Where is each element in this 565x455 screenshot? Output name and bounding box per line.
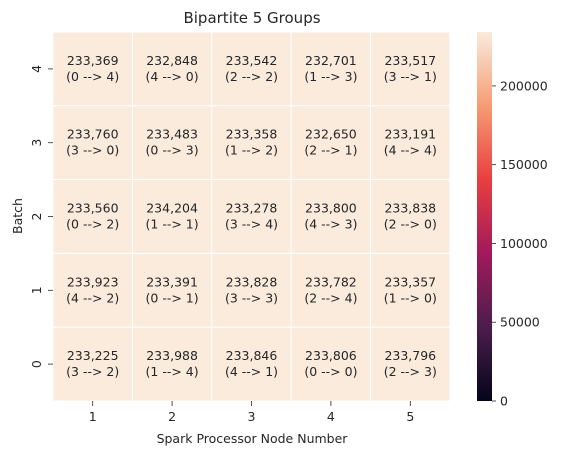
cell-value-label: 233,369 — [67, 53, 119, 68]
heatmap-cell — [211, 326, 292, 402]
colorbar-ticks: 0 50000 100000 150000 200000 — [492, 78, 548, 409]
y-tick-label: 0 — [29, 360, 44, 368]
cell-pair-label: (0 --> 3) — [146, 143, 199, 158]
y-tick-label: 4 — [29, 65, 44, 73]
cell-pair-label: (3 --> 3) — [225, 290, 278, 305]
y-axis-ticks: 4 3 2 1 0 — [29, 65, 53, 368]
colorbar-tick-label: 200000 — [500, 78, 548, 93]
x-axis-ticks: 1 2 3 4 5 — [89, 401, 414, 424]
cell-value-label: 233,782 — [305, 274, 357, 289]
cell-pair-label: (3 --> 1) — [384, 69, 437, 84]
heatmap-cell — [131, 252, 213, 328]
cell-value-label: 233,517 — [384, 53, 436, 68]
y-axis-label: Batch — [10, 198, 25, 234]
heatmap-cell — [370, 105, 451, 181]
cell-value-label: 233,828 — [226, 274, 278, 289]
cell-value-label: 233,846 — [226, 348, 278, 363]
heatmap-cell — [370, 326, 451, 402]
cell-pair-label: (4 --> 1) — [225, 364, 278, 379]
heatmap-cell — [290, 179, 372, 254]
cell-pair-label: (0 --> 1) — [146, 290, 199, 305]
cell-pair-label: (1 --> 3) — [304, 69, 357, 84]
cell-value-label: 233,278 — [226, 201, 278, 216]
cell-value-label: 233,760 — [67, 127, 119, 142]
x-tick-label: 2 — [168, 409, 176, 424]
heatmap-cell — [211, 105, 292, 181]
x-tick-label: 3 — [248, 409, 256, 424]
cell-value-label: 232,848 — [146, 53, 198, 68]
cell-value-label: 233,225 — [67, 348, 119, 363]
heatmap-cell — [131, 326, 213, 402]
colorbar-tick-label: 50000 — [500, 315, 540, 330]
cell-value-label: 233,542 — [226, 53, 278, 68]
y-tick-label: 3 — [29, 139, 44, 147]
colorbar-tick-label: 0 — [500, 394, 508, 409]
cell-value-label: 234,204 — [146, 201, 198, 216]
cell-value-label: 233,560 — [67, 201, 119, 216]
cell-value-label: 233,923 — [67, 274, 119, 289]
y-tick-label: 2 — [29, 213, 44, 221]
cell-pair-label: (1 --> 1) — [146, 217, 199, 232]
heatmap-cell — [370, 252, 451, 328]
heatmap-cell — [211, 31, 292, 107]
heatmap-cell — [370, 179, 451, 254]
cell-pair-label: (1 --> 4) — [146, 364, 199, 379]
cell-value-label: 233,391 — [146, 274, 198, 289]
colorbar-tick-label: 150000 — [500, 157, 548, 172]
chart-title: Bipartite 5 Groups — [183, 9, 320, 27]
cell-pair-label: (1 --> 0) — [384, 290, 437, 305]
heatmap-cell — [131, 31, 213, 107]
cell-value-label: 233,358 — [226, 127, 278, 142]
cell-value-label: 233,357 — [384, 274, 436, 289]
cell-pair-label: (4 --> 4) — [384, 143, 437, 158]
cell-value-label: 233,483 — [146, 127, 198, 142]
heatmap-cell — [211, 252, 292, 328]
cell-value-label: 233,191 — [384, 127, 436, 142]
heatmap-cell — [52, 105, 133, 181]
cell-value-label: 233,800 — [305, 201, 357, 216]
cell-pair-label: (3 --> 0) — [66, 143, 119, 158]
x-tick-label: 4 — [327, 409, 335, 424]
cell-value-label: 232,650 — [305, 127, 357, 142]
heatmap-cell — [211, 179, 292, 254]
cell-pair-label: (2 --> 0) — [384, 217, 437, 232]
heatmap-cell — [131, 179, 213, 254]
y-tick-label: 1 — [29, 286, 44, 294]
cell-pair-label: (2 --> 4) — [304, 290, 357, 305]
colorbar-tick-label: 100000 — [500, 236, 548, 251]
cell-pair-label: (3 --> 4) — [225, 217, 278, 232]
heatmap-cell — [290, 252, 372, 328]
cell-pair-label: (0 --> 4) — [66, 69, 119, 84]
cell-value-label: 233,988 — [146, 348, 198, 363]
x-tick-label: 5 — [406, 409, 414, 424]
cell-pair-label: (2 --> 1) — [304, 143, 357, 158]
cell-pair-label: (4 --> 0) — [146, 69, 199, 84]
heatmap-cell — [290, 31, 372, 107]
x-tick-label: 1 — [89, 409, 97, 424]
heatmap-cell — [52, 326, 133, 402]
cell-pair-label: (2 --> 3) — [384, 364, 437, 379]
cell-value-label: 233,796 — [384, 348, 436, 363]
cell-pair-label: (4 --> 2) — [66, 290, 119, 305]
heatmap-cell — [52, 31, 133, 107]
cell-value-label: 232,701 — [305, 53, 357, 68]
cell-value-label: 233,838 — [384, 201, 436, 216]
cell-pair-label: (2 --> 2) — [225, 69, 278, 84]
x-axis-label: Spark Processor Node Number — [157, 431, 349, 446]
heatmap-cell — [370, 31, 451, 107]
cell-pair-label: (0 --> 0) — [304, 364, 357, 379]
colorbar — [477, 32, 492, 401]
cell-pair-label: (1 --> 2) — [225, 143, 278, 158]
cell-pair-label: (0 --> 2) — [66, 217, 119, 232]
cell-pair-label: (4 --> 3) — [304, 217, 357, 232]
cell-value-label: 233,806 — [305, 348, 357, 363]
cell-pair-label: (3 --> 2) — [66, 364, 119, 379]
heatmap-cells: 233,369(0 --> 4)232,848(4 --> 0)233,542(… — [52, 31, 451, 402]
